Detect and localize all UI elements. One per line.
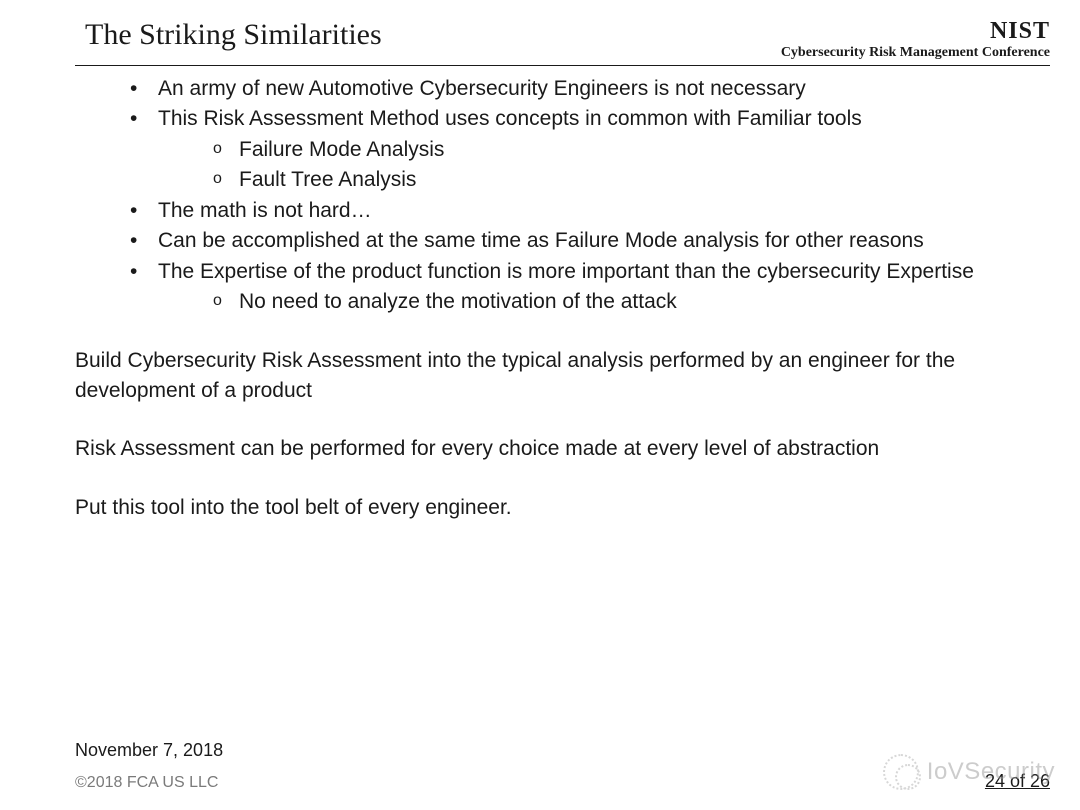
body-paragraph: Put this tool into the tool belt of ever… [75, 493, 1005, 523]
watermark-icon [883, 754, 919, 790]
sub-bullet-item: Fault Tree Analysis [213, 165, 1005, 195]
bullet-list: An army of new Automotive Cybersecurity … [75, 74, 1005, 318]
copyright-text: ©2018 FCA US LLC [75, 774, 218, 792]
body-paragraph: Risk Assessment can be performed for eve… [75, 434, 1005, 464]
bullet-text: This Risk Assessment Method uses concept… [158, 107, 862, 130]
bullet-text: The Expertise of the product function is… [158, 260, 974, 283]
sub-bullet-item: No need to analyze the motivation of the… [213, 287, 1005, 317]
conference-name: Cybersecurity Risk Management Conference [781, 45, 1050, 61]
slide-title: The Striking Similarities [85, 18, 382, 52]
header-right: NIST Cybersecurity Risk Management Confe… [781, 18, 1050, 61]
bullet-item: This Risk Assessment Method uses concept… [130, 104, 1005, 195]
sub-list: Failure Mode Analysis Fault Tree Analysi… [158, 135, 1005, 196]
org-name: NIST [781, 18, 1050, 45]
watermark-text: IoVSecurity [927, 758, 1055, 786]
slide-header: The Striking Similarities NIST Cybersecu… [0, 0, 1080, 61]
bullet-item: Can be accomplished at the same time as … [130, 226, 1005, 256]
body-paragraph: Build Cybersecurity Risk Assessment into… [75, 346, 1005, 407]
bullet-item: An army of new Automotive Cybersecurity … [130, 74, 1005, 104]
watermark: IoVSecurity [883, 754, 1055, 790]
slide-content: An army of new Automotive Cybersecurity … [0, 66, 1080, 523]
bullet-item: The math is not hard… [130, 196, 1005, 226]
bullet-item: The Expertise of the product function is… [130, 257, 1005, 318]
sub-list: No need to analyze the motivation of the… [158, 287, 1005, 317]
sub-bullet-item: Failure Mode Analysis [213, 135, 1005, 165]
